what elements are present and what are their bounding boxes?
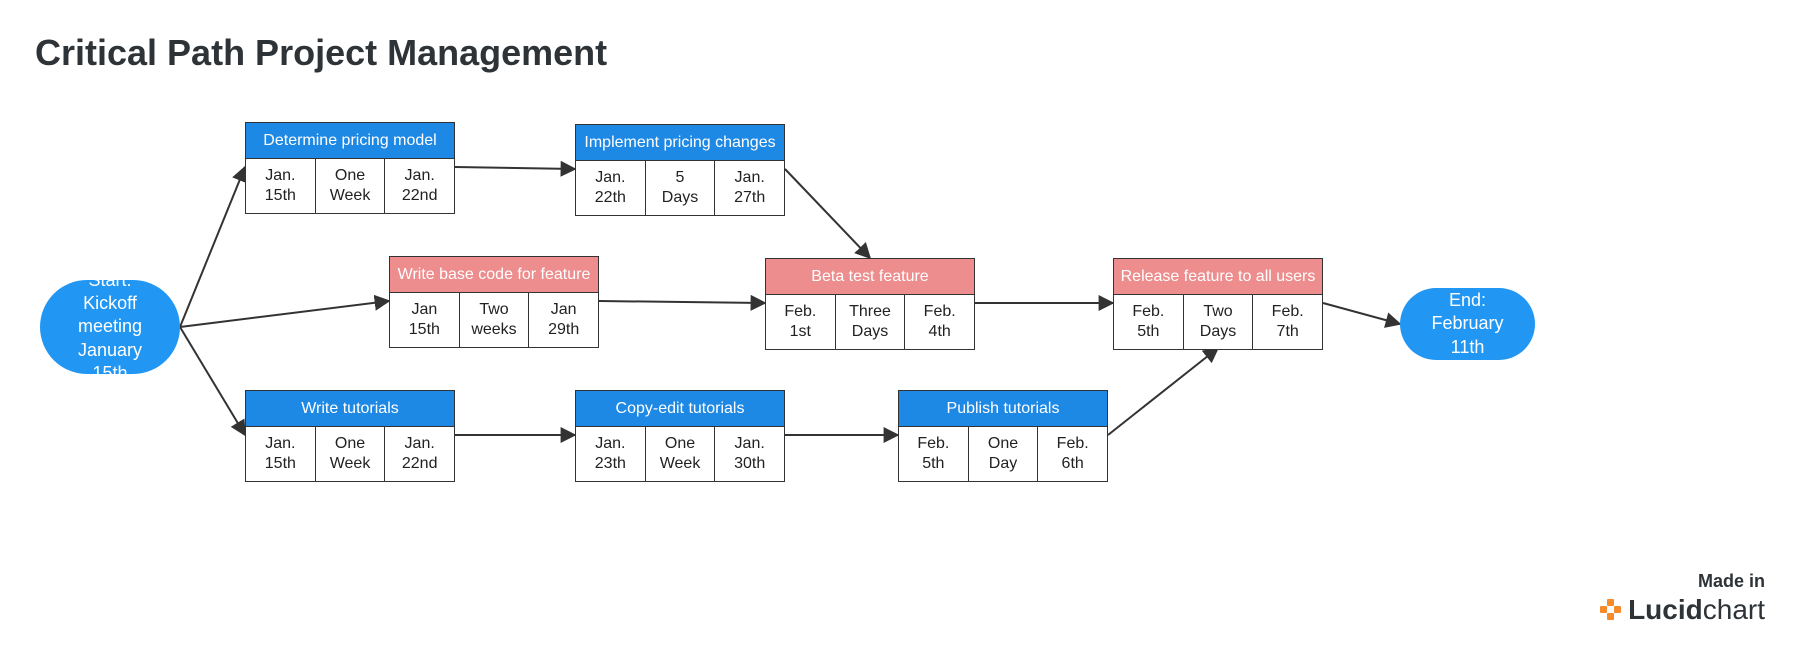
node-header: Determine pricing model xyxy=(246,123,454,159)
node-duration: OneWeek xyxy=(646,427,716,481)
node-implement-pricing: Implement pricing changes Jan.22th 5Days… xyxy=(575,124,785,216)
footer-brand-text: Lucidchart xyxy=(1628,594,1765,626)
node-end-date: Jan29th xyxy=(529,293,598,347)
node-duration: OneWeek xyxy=(316,159,386,213)
node-duration: 5Days xyxy=(646,161,716,215)
edge xyxy=(455,167,575,169)
page-title: Critical Path Project Management xyxy=(35,32,607,74)
node-release-feature: Release feature to all users Feb.5th Two… xyxy=(1113,258,1323,350)
node-header: Write base code for feature xyxy=(390,257,598,293)
edge xyxy=(599,301,765,303)
node-header: Beta test feature xyxy=(766,259,974,295)
node-header: Write tutorials xyxy=(246,391,454,427)
node-determine-pricing: Determine pricing model Jan.15th OneWeek… xyxy=(245,122,455,214)
node-start-date: Jan.23th xyxy=(576,427,646,481)
node-duration: OneWeek xyxy=(316,427,386,481)
node-fields: Jan.15th OneWeek Jan.22nd xyxy=(246,159,454,213)
node-publish-tutorials: Publish tutorials Feb.5th OneDay Feb.6th xyxy=(898,390,1108,482)
diagram-canvas: Critical Path Project Management Start:K… xyxy=(0,0,1800,646)
node-end-date: Jan.27th xyxy=(715,161,784,215)
node-end-date: Jan.22nd xyxy=(385,427,454,481)
node-start-date: Jan15th xyxy=(390,293,460,347)
edge xyxy=(1323,303,1400,324)
node-end-date: Feb.4th xyxy=(905,295,974,349)
node-header: Copy-edit tutorials xyxy=(576,391,784,427)
node-fields: Feb.5th OneDay Feb.6th xyxy=(899,427,1107,481)
node-end-date: Feb.7th xyxy=(1253,295,1322,349)
node-duration: Twoweeks xyxy=(460,293,530,347)
node-header: Release feature to all users xyxy=(1114,259,1322,295)
node-duration: OneDay xyxy=(969,427,1039,481)
node-start-date: Feb.5th xyxy=(1114,295,1184,349)
footer-made-in: Made in xyxy=(1600,571,1765,592)
node-duration: ThreeDays xyxy=(836,295,906,349)
node-start-date: Jan.15th xyxy=(246,427,316,481)
node-fields: Jan15th Twoweeks Jan29th xyxy=(390,293,598,347)
footer-brand: Lucidchart xyxy=(1600,594,1765,626)
edge xyxy=(785,169,870,258)
footer: Made in Lucidchart xyxy=(1600,571,1765,626)
node-write-base-code: Write base code for feature Jan15th Twow… xyxy=(389,256,599,348)
node-header: Publish tutorials xyxy=(899,391,1107,427)
node-fields: Jan.22th 5Days Jan.27th xyxy=(576,161,784,215)
edge xyxy=(1108,348,1218,435)
node-end-date: Jan.22nd xyxy=(385,159,454,213)
node-start-date: Jan.15th xyxy=(246,159,316,213)
edge xyxy=(180,167,245,327)
node-fields: Jan.15th OneWeek Jan.22nd xyxy=(246,427,454,481)
start-pill: Start:Kickoff meetingJanuary 15th xyxy=(40,280,180,374)
edge xyxy=(180,301,389,327)
end-pill: End:February 11th xyxy=(1400,288,1535,360)
node-beta-test: Beta test feature Feb.1st ThreeDays Feb.… xyxy=(765,258,975,350)
node-fields: Feb.5th TwoDays Feb.7th xyxy=(1114,295,1322,349)
node-start-date: Feb.1st xyxy=(766,295,836,349)
node-header: Implement pricing changes xyxy=(576,125,784,161)
lucidchart-logo-icon xyxy=(1600,599,1622,621)
node-copy-edit: Copy-edit tutorials Jan.23th OneWeek Jan… xyxy=(575,390,785,482)
node-end-date: Feb.6th xyxy=(1038,427,1107,481)
node-start-date: Feb.5th xyxy=(899,427,969,481)
node-end-date: Jan.30th xyxy=(715,427,784,481)
node-fields: Jan.23th OneWeek Jan.30th xyxy=(576,427,784,481)
node-start-date: Jan.22th xyxy=(576,161,646,215)
edge xyxy=(180,327,245,435)
node-write-tutorials: Write tutorials Jan.15th OneWeek Jan.22n… xyxy=(245,390,455,482)
node-duration: TwoDays xyxy=(1184,295,1254,349)
node-fields: Feb.1st ThreeDays Feb.4th xyxy=(766,295,974,349)
